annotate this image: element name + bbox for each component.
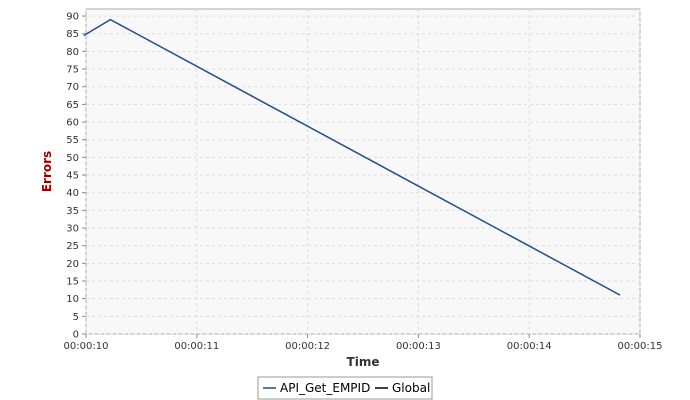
y-tick-label: 75 bbox=[66, 65, 79, 76]
y-tick-label: 55 bbox=[66, 135, 79, 146]
y-tick-label: 45 bbox=[66, 171, 79, 182]
y-tick-label: 35 bbox=[66, 206, 79, 217]
y-axis: 0 5 10 15 20 25 30 35 40 45 50 55 60 65 70 75 80 85 90 bbox=[66, 12, 86, 341]
legend-label-api-get-empid: API_Get_EMPID bbox=[280, 381, 370, 395]
legend: API_Get_EMPID Global bbox=[257, 376, 433, 400]
x-tick-label: 00:00:10 bbox=[64, 341, 109, 352]
y-tick-label: 30 bbox=[66, 224, 79, 235]
legend-box bbox=[257, 376, 433, 400]
x-axis-title: Time bbox=[347, 355, 380, 369]
y-tick-label: 5 bbox=[73, 312, 79, 323]
y-tick-label: 10 bbox=[66, 294, 79, 305]
x-axis: 00:00:10 00:00:11 00:00:12 00:00:13 00:00:14… bbox=[64, 334, 663, 352]
y-tick-label: 85 bbox=[66, 29, 79, 40]
y-tick-label: 70 bbox=[66, 82, 79, 93]
x-tick-label: 00:00:13 bbox=[396, 341, 441, 352]
y-tick-label: 15 bbox=[66, 277, 79, 288]
y-tick-label: 60 bbox=[66, 118, 79, 129]
y-tick-label: 20 bbox=[66, 259, 79, 270]
y-tick-label: 25 bbox=[66, 241, 79, 252]
y-tick-label: 40 bbox=[66, 188, 79, 199]
series-group bbox=[83, 18, 621, 296]
y-tick-label: 50 bbox=[66, 153, 79, 164]
grid bbox=[85, 9, 641, 335]
y-tick-label: 80 bbox=[66, 47, 79, 58]
y-axis-title: Errors bbox=[40, 151, 54, 192]
series-line-api-get-empid bbox=[83, 18, 621, 296]
legend-label-global: Global bbox=[392, 381, 430, 395]
y-tick-label: 65 bbox=[66, 100, 79, 111]
x-tick-label: 00:00:11 bbox=[174, 341, 219, 352]
x-tick-label: 00:00:14 bbox=[507, 341, 552, 352]
y-tick-label: 0 bbox=[73, 330, 79, 341]
y-tick-label: 90 bbox=[66, 12, 79, 23]
x-tick-label: 00:00:15 bbox=[618, 341, 663, 352]
x-tick-label: 00:00:12 bbox=[285, 341, 330, 352]
plot-area bbox=[85, 8, 641, 335]
